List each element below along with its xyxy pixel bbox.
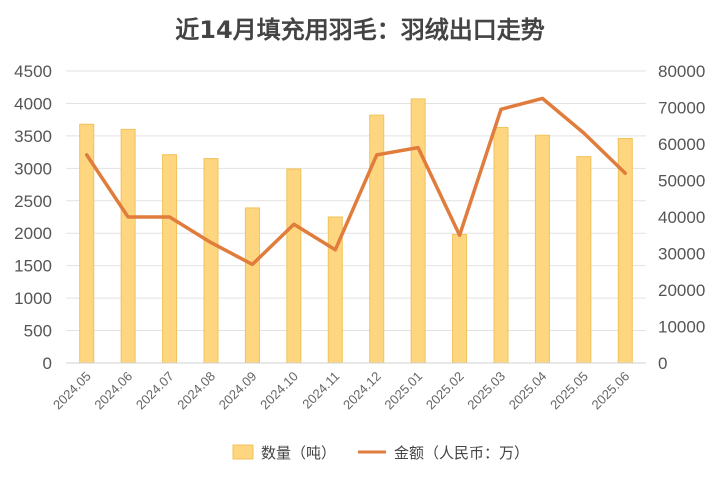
right-tick-label: 70000 xyxy=(658,99,705,118)
x-tick-label: 2025.04 xyxy=(506,369,550,413)
legend-line-label: 金额（人民币：万） xyxy=(394,444,529,462)
right-tick-label: 0 xyxy=(658,354,667,373)
line-series xyxy=(84,96,628,267)
bar xyxy=(493,126,509,364)
left-tick-label: 500 xyxy=(24,322,52,341)
x-tick-label: 2025.01 xyxy=(381,369,425,413)
right-tick-label: 10000 xyxy=(658,318,705,337)
right-tick-label: 30000 xyxy=(658,245,705,264)
left-tick-label: 3000 xyxy=(14,159,52,178)
x-tick-label: 2025.02 xyxy=(423,369,467,413)
legend-bar-swatch xyxy=(232,444,254,460)
x-tick-label: 2025.06 xyxy=(589,369,633,413)
bar xyxy=(410,98,426,364)
right-tick-label: 20000 xyxy=(658,281,705,300)
bar xyxy=(534,134,550,364)
x-tick-label: 2024.09 xyxy=(216,369,260,413)
legend-bar-label: 数量（吨） xyxy=(261,444,336,462)
x-tick-label: 2024.05 xyxy=(50,369,94,413)
left-tick-label: 1000 xyxy=(14,289,52,308)
x-tick-label: 2025.03 xyxy=(464,369,508,413)
left-tick-label: 4500 xyxy=(14,62,52,81)
x-tick-label: 2024.10 xyxy=(257,369,301,413)
left-tick-label: 1500 xyxy=(14,257,52,276)
x-tick-label: 2024.07 xyxy=(133,369,177,413)
x-tick-label: 2024.06 xyxy=(91,369,135,413)
bar-series xyxy=(79,98,633,364)
right-tick-label: 80000 xyxy=(658,62,705,81)
left-tick-label: 2000 xyxy=(14,224,52,243)
right-tick-label: 50000 xyxy=(658,172,705,191)
left-tick-label: 3500 xyxy=(14,127,52,146)
left-y-axis: 0 500 1000 1500 2000 2500 3000 3500 4000 4500 xyxy=(14,62,52,373)
x-tick-label: 2025.05 xyxy=(547,369,591,413)
bar xyxy=(244,207,260,364)
right-y-axis: 0 10000 20000 30000 40000 50000 60000 70000 8000… xyxy=(658,62,705,373)
bar xyxy=(576,156,592,364)
left-tick-label: 2500 xyxy=(14,192,52,211)
legend: 数量（吨） 金额（人民币：万） xyxy=(232,444,529,462)
line-path xyxy=(84,96,628,267)
x-tick-label: 2024.08 xyxy=(174,369,218,413)
left-tick-label: 4000 xyxy=(14,94,52,113)
left-tick-label: 0 xyxy=(43,354,52,373)
bar xyxy=(286,168,302,364)
right-tick-label: 60000 xyxy=(658,135,705,154)
x-tick-label: 2024.11 xyxy=(299,369,342,412)
bar xyxy=(120,128,136,364)
right-tick-label: 40000 xyxy=(658,208,705,227)
x-tick-label: 2024.12 xyxy=(340,369,384,413)
bar xyxy=(203,158,219,364)
bar xyxy=(162,154,178,364)
x-axis: 2024.052024.062024.072024.082024.092024.… xyxy=(50,362,646,413)
bar xyxy=(452,234,468,364)
chart-title: 近14月填充用羽毛：羽绒出口走势 xyxy=(175,16,544,44)
